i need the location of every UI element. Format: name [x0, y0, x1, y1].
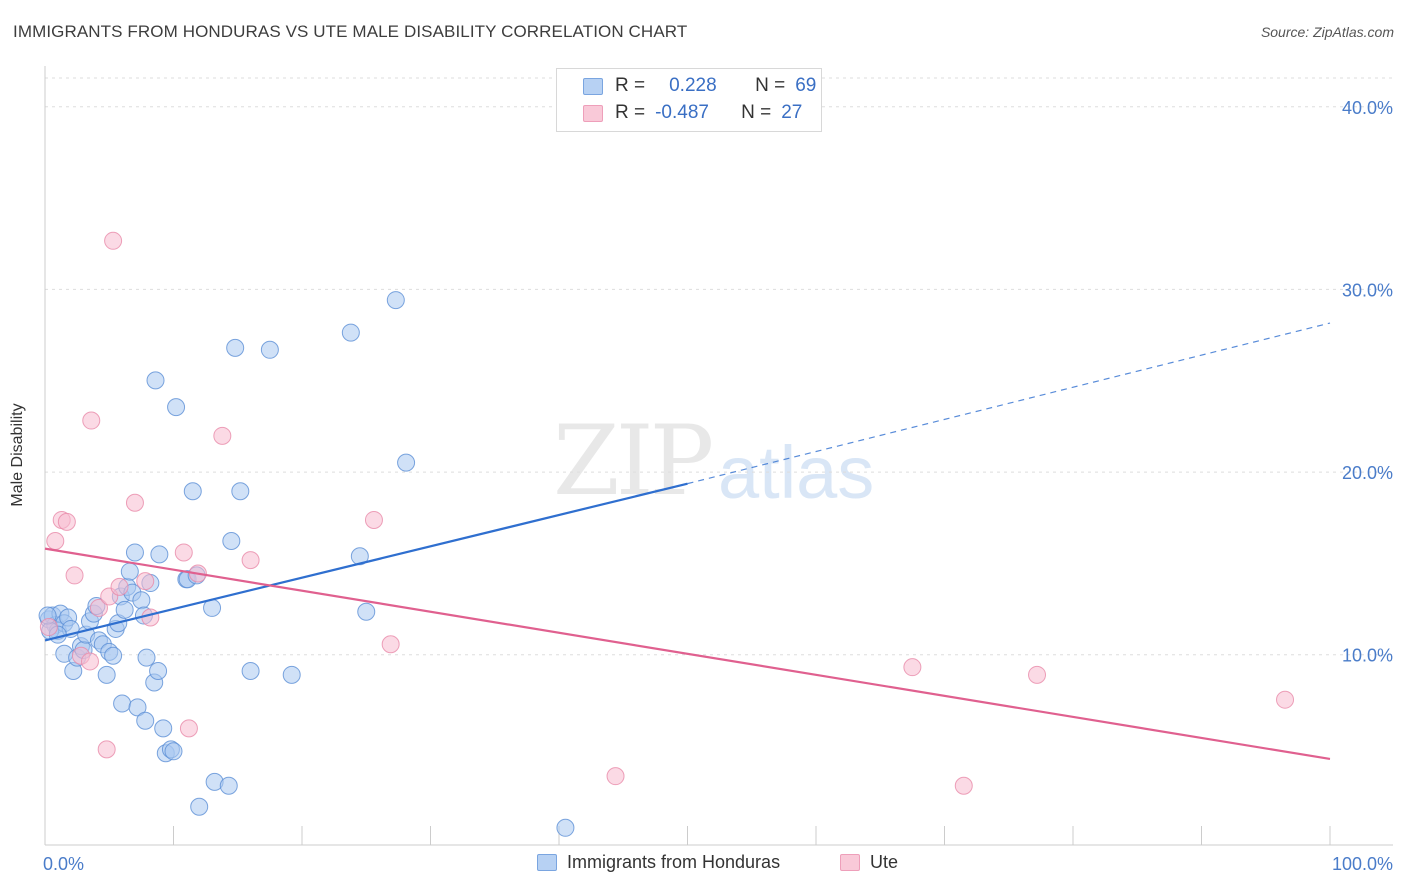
ute-swatch: [583, 104, 603, 122]
honduras-n-label: N =: [755, 75, 786, 96]
legend-honduras-swatch: [537, 854, 557, 871]
ute-point: [903, 658, 922, 677]
ute-n-value: 27: [781, 102, 803, 123]
ute-point: [1276, 690, 1295, 709]
honduras-point: [219, 776, 238, 795]
ute-point: [57, 512, 76, 531]
honduras-point: [137, 648, 156, 667]
honduras-point: [115, 600, 134, 619]
honduras-point: [97, 665, 116, 684]
ute-point: [141, 608, 160, 627]
ute-point: [46, 531, 65, 550]
ute-r-label: R =: [615, 102, 646, 123]
honduras-point: [113, 694, 132, 713]
data-points: [38, 231, 1295, 837]
ute-point: [174, 543, 193, 562]
honduras-point: [104, 646, 123, 665]
honduras-point: [386, 291, 405, 310]
ute-r-value: -0.487: [655, 102, 709, 123]
ute-point: [606, 767, 625, 786]
legend-ute-swatch: [840, 854, 860, 871]
honduras-point: [167, 398, 186, 417]
honduras-trend-line: [44, 482, 688, 642]
honduras-point: [397, 453, 416, 472]
honduras-point: [341, 323, 360, 342]
ute-point: [39, 618, 58, 637]
legend-honduras-label: Immigrants from Honduras: [567, 852, 781, 872]
honduras-point: [260, 340, 279, 359]
honduras-point: [149, 662, 168, 681]
honduras-point: [136, 711, 155, 730]
x-tick-label: 100.0%: [1332, 854, 1393, 874]
chart-title: IMMIGRANTS FROM HONDURAS VS UTE MALE DIS…: [13, 22, 688, 41]
ute-point: [364, 510, 383, 529]
honduras-swatch: [583, 77, 603, 95]
honduras-point: [120, 562, 139, 581]
honduras-n-value: 69: [795, 75, 817, 96]
stats-row-ute: R = -0.487 N = 27: [557, 100, 802, 126]
watermark-zip: ZIP: [553, 405, 714, 517]
ute-point: [80, 652, 99, 671]
honduras-point: [357, 602, 376, 621]
honduras-point: [190, 797, 209, 816]
honduras-point: [125, 543, 144, 562]
ute-point: [381, 635, 400, 654]
y-tick-label: 30.0%: [1342, 280, 1393, 300]
legend-item-honduras[interactable]: Immigrants from Honduras: [537, 852, 780, 873]
chart-source: Source: ZipAtlas.com: [1260, 24, 1394, 40]
legend-item-ute[interactable]: Ute: [840, 852, 898, 873]
tick-labels: 10.0% 20.0% 30.0% 40.0% 0.0% 100.0%: [43, 98, 1393, 874]
honduras-point: [150, 545, 169, 564]
y-tick-label: 10.0%: [1342, 646, 1393, 666]
x-tick-label: 0.0%: [43, 854, 84, 874]
honduras-point: [132, 591, 151, 610]
stats-row-honduras: R = 0.228 N = 69: [557, 73, 816, 99]
correlation-stats-box: R = 0.228 N = 69 R = -0.487 N = 27: [556, 68, 822, 132]
ute-point: [104, 231, 123, 250]
ute-point: [136, 572, 155, 591]
honduras-r-value: 0.228: [669, 75, 717, 96]
honduras-point: [154, 719, 173, 738]
honduras-point: [146, 371, 165, 390]
ute-point: [89, 598, 108, 617]
ute-point: [82, 411, 101, 430]
legend-ute-label: Ute: [870, 852, 899, 872]
ute-point: [1028, 665, 1047, 684]
honduras-point: [164, 742, 183, 761]
ute-point: [110, 577, 129, 596]
ute-point: [954, 776, 973, 795]
honduras-point: [231, 482, 250, 501]
ute-point: [241, 551, 260, 570]
ute-n-label: N =: [741, 102, 772, 123]
ute-trend-line: [44, 547, 1331, 761]
honduras-trend-extension: [687, 322, 1331, 485]
axes: [44, 66, 1393, 846]
trend-lines: [44, 322, 1331, 761]
y-tick-label: 40.0%: [1342, 98, 1393, 118]
ute-point: [213, 426, 232, 445]
y-tick-label: 20.0%: [1342, 463, 1393, 483]
honduras-point: [556, 818, 575, 837]
honduras-point: [350, 547, 369, 566]
honduras-point: [222, 531, 241, 550]
honduras-r-label: R =: [615, 75, 646, 96]
honduras-point: [128, 698, 147, 717]
ute-point: [97, 740, 116, 759]
ute-point: [179, 719, 198, 738]
honduras-point: [226, 338, 245, 357]
honduras-point: [183, 482, 202, 501]
ute-point: [125, 493, 144, 512]
honduras-point: [282, 665, 301, 684]
ute-point: [65, 566, 84, 585]
honduras-point: [241, 662, 260, 681]
